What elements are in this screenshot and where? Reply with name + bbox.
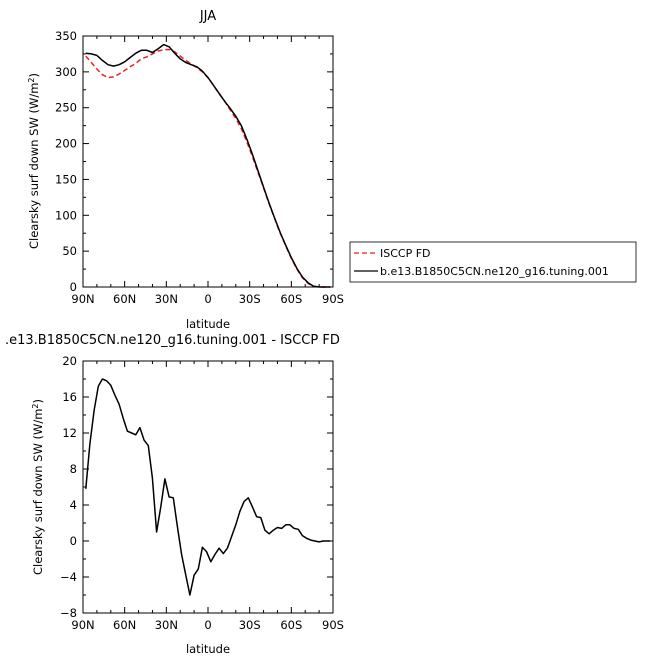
x-tick-label: 30N [155,292,178,306]
y-tick-label: 20 [62,354,77,368]
bottom-y-axis-label: Clearsky surf down SW (W/m2) [31,399,45,575]
y-tick-label: −8 [60,606,77,620]
legend-box [349,241,637,283]
x-tick-label: 60S [280,618,302,632]
bottom-axis-ticks [82,360,334,614]
y-tick-label: 200 [55,137,77,151]
x-tick-label: 30S [239,292,261,306]
y-tick-label: 12 [62,426,77,440]
bottom-x-axis-label: latitude [186,642,230,656]
x-tick-label: 30N [155,618,178,632]
top-plot-frame [82,35,334,288]
bottom-title: .e13.B1850C5CN.ne120_g16.tuning.001 - IS… [5,333,340,348]
bottom-panel: .e13.B1850C5CN.ne120_g16.tuning.001 - IS… [5,333,344,656]
y-tick-label: 150 [55,172,77,186]
x-tick-label: 90N [71,292,94,306]
legend-label-isccp: ISCCP FD [380,247,431,260]
y-tick-label: 350 [55,29,77,43]
y-tick-label: 0 [70,280,77,294]
top-series-group [85,43,331,288]
x-tick-label: 60N [113,618,136,632]
x-tick-label: 0 [204,618,211,632]
y-tick-label: 4 [70,498,77,512]
x-tick-label: 90S [322,292,344,306]
series-line-b-e13-b1850c5cn-ne120-g16-tuning-001 [85,43,331,288]
top-y-axis-label: Clearsky surf down SW (W/m2) [27,73,41,249]
y-tick-label: 8 [70,462,77,476]
top-title: JJA [199,9,216,24]
y-tick-label: 50 [62,244,77,258]
y-tick-label: 250 [55,101,77,115]
top-panel: JJA 90N 60N 30N 0 30S 60S 90S 0 50 100 150 200 250 3… [27,9,637,331]
top-x-tick-labels: 90N 60N 30N 0 30S 60S 90S [71,292,344,306]
bottom-plot-frame [82,360,334,614]
bottom-x-tick-labels: 90N 60N 30N 0 30S 60S 90S [71,618,344,632]
x-tick-label: 90S [322,618,344,632]
y-tick-label: −4 [60,570,77,584]
y-tick-label: 100 [55,208,77,222]
top-y-tick-labels: 0 50 100 150 200 250 300 350 [55,29,77,294]
bottom-series-group [85,378,331,596]
series-line-isccp-fd [85,48,331,288]
top-x-axis-label: latitude [186,317,230,331]
x-tick-label: 0 [204,292,211,306]
bottom-y-tick-labels: −8 −4 0 4 8 12 16 20 [60,354,77,620]
x-tick-label: 60S [280,292,302,306]
legend-label-model: b.e13.B1850C5CN.ne120_g16.tuning.001 [380,265,609,278]
y-tick-label: 0 [70,534,77,548]
y-tick-label: 300 [55,65,77,79]
x-tick-label: 30S [239,618,261,632]
legend: ISCCP FD b.e13.B1850C5CN.ne120_g16.tunin… [349,241,637,283]
series-line-difference [85,378,331,596]
y-tick-label: 16 [62,390,77,404]
x-tick-label: 60N [113,292,136,306]
x-tick-label: 90N [71,618,94,632]
